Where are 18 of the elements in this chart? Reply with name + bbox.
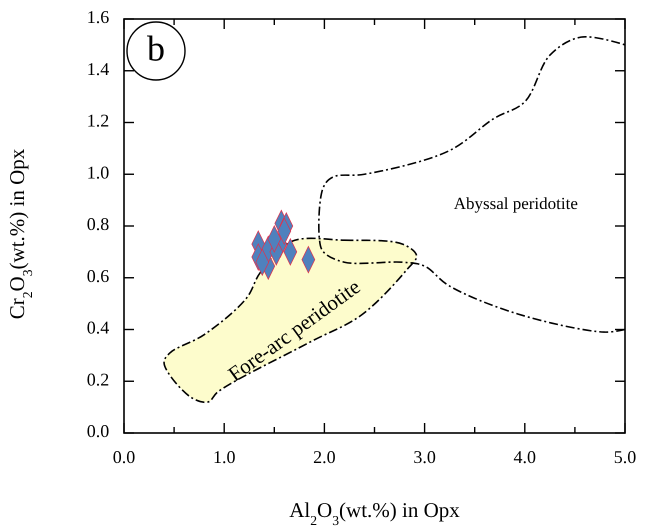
y-tick-label: 0.2 <box>86 369 110 390</box>
x-tick-label: 3.0 <box>413 447 436 467</box>
x-tick-label: 4.0 <box>514 447 536 467</box>
x-tick-label: 0.0 <box>112 447 136 467</box>
y-tick-label: 0.4 <box>86 318 110 338</box>
x-tick-label: 1.0 <box>212 447 236 467</box>
x-tick-label: 2.0 <box>313 447 336 467</box>
y-tick-label: 0.6 <box>86 266 110 286</box>
x-tick-label: 5.0 <box>614 447 636 467</box>
y-tick-label: 1.4 <box>86 58 110 79</box>
y-tick-label: 0.8 <box>86 214 110 234</box>
y-tick-label: 0.0 <box>86 421 110 442</box>
y-tick-label: 1.6 <box>86 7 110 28</box>
y-tick-label: 1.2 <box>86 110 110 131</box>
annotation: b <box>147 28 165 68</box>
text: Abyssal peridotite <box>454 194 578 214</box>
y-tick-label: 1.0 <box>86 162 110 182</box>
x-axis-title: Al$_{2}$O$_{3}$(wt.%) in Opx <box>289 498 460 528</box>
